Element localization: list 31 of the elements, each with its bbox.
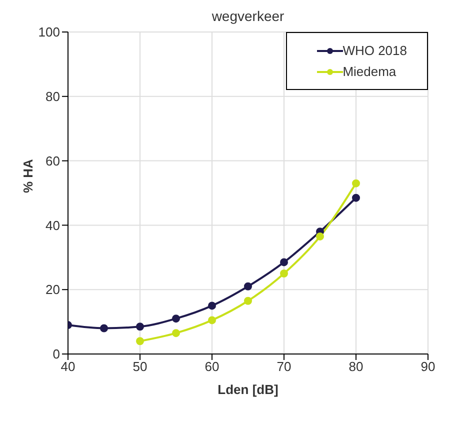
point (172, 314, 180, 323)
point (244, 296, 252, 305)
x-tick-label: 90 (420, 359, 436, 374)
legend-label: Miedema (342, 64, 396, 79)
point (352, 179, 360, 188)
point (316, 232, 324, 240)
point (244, 282, 252, 290)
point (208, 302, 216, 310)
x-tick-label: 40 (60, 359, 76, 374)
y-tick-label: 100 (38, 24, 60, 40)
point (100, 324, 108, 332)
y-tick-label: 40 (46, 218, 60, 233)
x-tick-label: 70 (276, 359, 292, 374)
y-tick-label: 80 (46, 89, 60, 104)
x-tick-label: 80 (348, 359, 364, 374)
point (136, 337, 144, 346)
y-axis-title: % HA (20, 158, 36, 193)
point (208, 316, 216, 324)
point (136, 322, 144, 331)
y-tick-label: 60 (46, 153, 60, 168)
x-tick-label: 60 (204, 359, 220, 374)
legend-label: WHO 2018 (342, 43, 407, 58)
point (352, 194, 360, 202)
y-tick-label: 0 (52, 346, 60, 362)
x-axis-title: Lden [dB] (218, 382, 278, 397)
y-tick-label: 20 (46, 282, 60, 298)
point (280, 270, 288, 278)
point (280, 258, 288, 266)
point (172, 329, 180, 338)
x-tick-label: 50 (132, 359, 148, 374)
chart-title: wegverkeer (210, 8, 286, 24)
